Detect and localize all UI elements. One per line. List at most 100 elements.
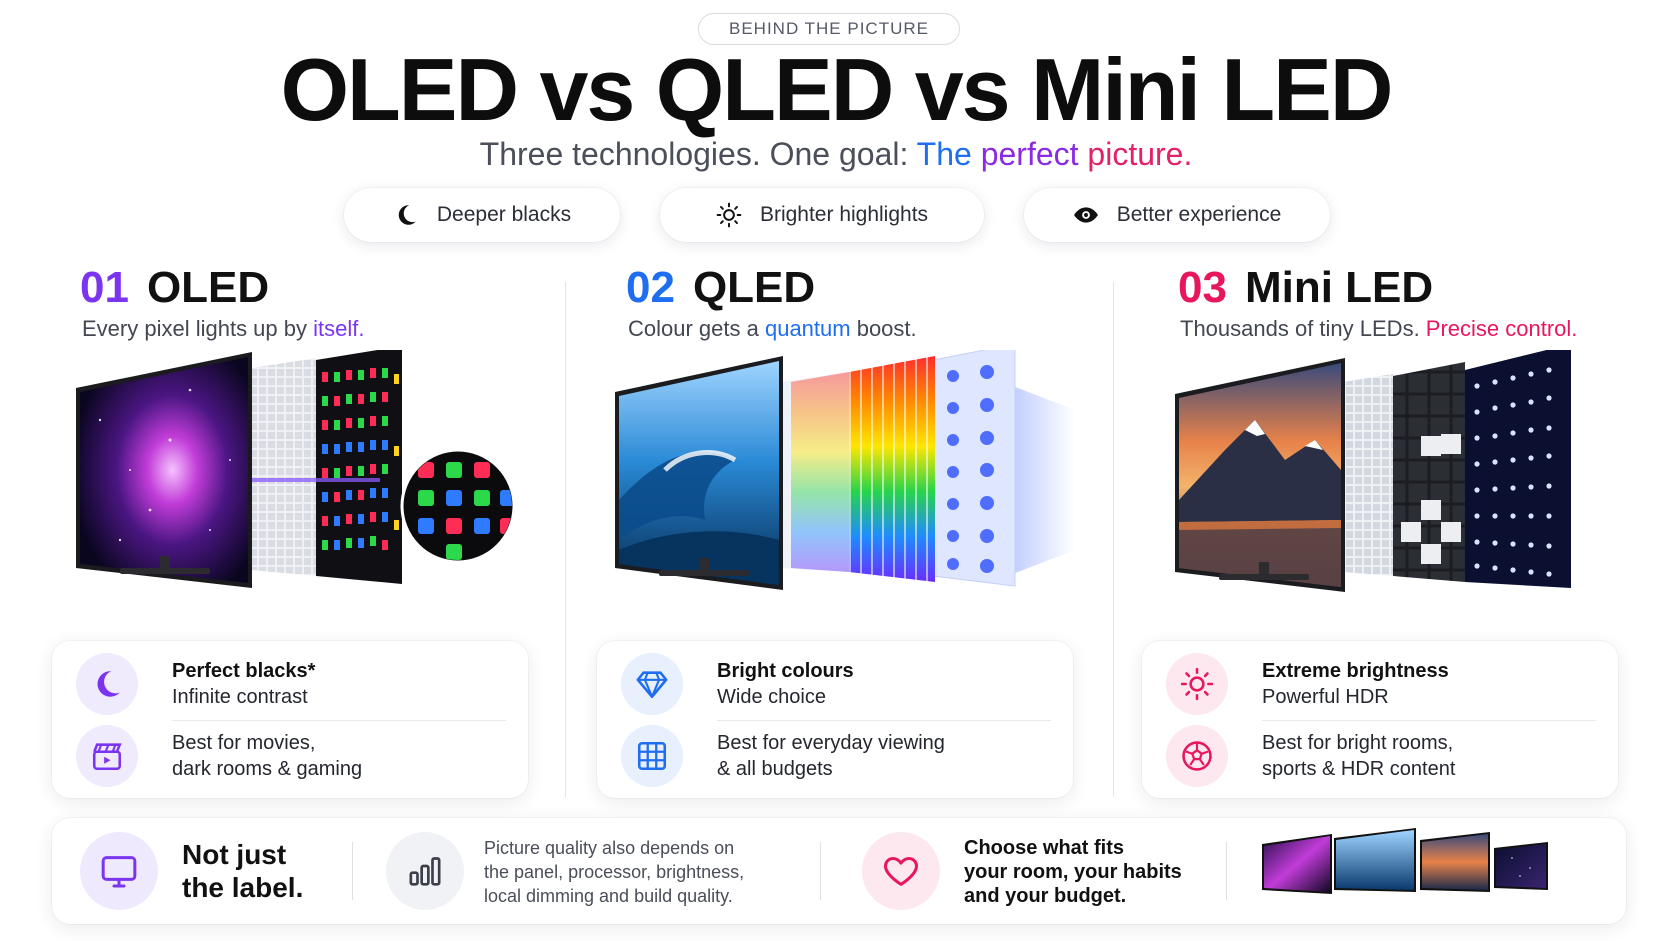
page-title: OLED vs QLED vs Mini LED xyxy=(280,40,1394,139)
footer-bar: Not just the label. Picture quality also… xyxy=(52,818,1626,924)
clapperboard-icon xyxy=(92,743,122,771)
diamond-icon xyxy=(636,671,668,699)
moon-icon xyxy=(97,671,120,697)
column-divider xyxy=(565,282,566,797)
moon-icon xyxy=(398,205,416,225)
footer-label-line1: Not just xyxy=(182,839,287,870)
miniled-tagline-lead: Thousands of tiny LEDs. xyxy=(1180,316,1426,341)
qled-tagline-tail: boost. xyxy=(850,316,917,341)
miniled-feature-card: Extreme brightness Powerful HDR Best for… xyxy=(1142,641,1618,798)
qled-tagline-accent: quantum xyxy=(764,316,851,341)
footer-separator xyxy=(352,842,353,900)
oled-heading: 01 OLED xyxy=(80,262,269,314)
miniled-football-badge xyxy=(1166,725,1228,787)
footer-tv-miniled xyxy=(1422,834,1488,890)
footer-tv-qled xyxy=(1336,830,1414,890)
eyebrow-badge: BEHIND THE PICTURE xyxy=(698,13,960,45)
qled-backlight-leds xyxy=(947,365,994,573)
qled-feature-colours: Bright colours Wide choice xyxy=(621,649,1049,719)
feature-line1: Best for movies, xyxy=(172,732,316,754)
rgb-subpixel-grid xyxy=(322,368,399,550)
footer-choose-line2: your room, your habits xyxy=(964,861,1182,883)
pill-label: Better experience xyxy=(1116,203,1282,226)
pill-deeper-blacks: Deeper blacks xyxy=(344,188,620,242)
footer-tv-lineup xyxy=(1262,828,1548,894)
qled-tagline: Colour gets a quantum boost. xyxy=(628,314,917,344)
miniled-led-layer xyxy=(1465,350,1571,588)
feature-detail: Wide choice xyxy=(717,686,826,708)
subtitle-the: The xyxy=(916,136,981,172)
oled-tagline-lead: Every pixel lights up by xyxy=(82,316,314,341)
qled-grid-badge xyxy=(621,725,683,787)
oled-galaxy-screen xyxy=(80,357,248,583)
oled-clapper-badge xyxy=(76,725,138,787)
oled-number: 01 xyxy=(80,263,129,312)
oled-feature-card: Perfect blacks* Infinite contrast Best f… xyxy=(52,641,528,798)
card-separator xyxy=(1262,720,1596,721)
oled-feature-blacks: Perfect blacks* Infinite contrast xyxy=(76,649,504,719)
oled-moon-badge xyxy=(76,653,138,715)
feature-line2: dark rooms & gaming xyxy=(172,758,363,780)
oled-name: OLED xyxy=(146,263,270,312)
feature-line2: & all budgets xyxy=(717,758,833,780)
miniled-feature-best-for: Best for bright rooms, sports & HDR cont… xyxy=(1166,721,1594,791)
eyebrow-text: BEHIND THE PICTURE xyxy=(729,19,929,38)
feature-bold: Bright colours xyxy=(717,660,854,682)
footer-note-line1: Picture quality also depends on xyxy=(484,838,735,858)
footer-choose-line1: Choose what fits xyxy=(964,837,1125,859)
feature-line1: Best for bright rooms, xyxy=(1262,732,1454,754)
oled-tagline: Every pixel lights up by itself. xyxy=(82,314,364,344)
feature-text: Extreme brightness Powerful HDR xyxy=(1262,658,1449,710)
feature-bold: Perfect blacks* xyxy=(172,660,316,682)
oled-mesh-layer xyxy=(252,358,316,576)
footer-tv-small xyxy=(1496,844,1546,888)
miniled-heading: 03 Mini LED xyxy=(1178,262,1433,314)
bar-chart-icon xyxy=(409,857,441,886)
feature-text: Best for bright rooms, sports & HDR cont… xyxy=(1262,730,1455,782)
qled-tagline-lead: Colour gets a xyxy=(628,316,765,341)
heart-icon xyxy=(884,857,918,886)
footer-heart-badge xyxy=(862,832,940,910)
grid-icon xyxy=(637,741,667,771)
footer-monitor-badge xyxy=(80,832,158,910)
footer-separator xyxy=(1226,842,1227,900)
miniled-mesh-layer xyxy=(1343,374,1393,576)
card-separator xyxy=(717,720,1051,721)
feature-line2: sports & HDR content xyxy=(1262,758,1456,780)
qled-heading: 02 QLED xyxy=(626,262,815,314)
oled-panel-illustration xyxy=(76,350,516,588)
qled-diamond-badge xyxy=(621,653,683,715)
footer-tv-oled xyxy=(1264,836,1330,892)
miniled-sun-badge xyxy=(1166,653,1228,715)
subtitle-lead: Three technologies. One goal: xyxy=(479,136,917,172)
card-separator xyxy=(172,720,506,721)
footer-quality-note: Picture quality also depends on the pane… xyxy=(484,836,814,908)
miniled-name: Mini LED xyxy=(1244,263,1434,312)
footer-label: Not just the label. xyxy=(182,838,342,904)
page-subtitle: Three technologies. One goal: The perfec… xyxy=(0,132,1672,176)
oled-tagline-accent: itself. xyxy=(313,316,365,341)
subtitle-picture: picture. xyxy=(1087,136,1193,172)
qled-number: 02 xyxy=(626,263,675,312)
feature-text: Bright colours Wide choice xyxy=(717,658,854,710)
sun-icon xyxy=(716,202,742,228)
qled-backlight-layer xyxy=(932,350,1016,587)
miniled-feature-brightness: Extreme brightness Powerful HDR xyxy=(1166,649,1594,719)
qled-panel-illustration xyxy=(615,350,1075,590)
qled-quantum-dot-layer xyxy=(849,356,935,582)
qled-feature-card: Bright colours Wide choice Best for ever… xyxy=(597,641,1073,798)
feature-bold: Extreme brightness xyxy=(1262,660,1449,682)
subtitle-perfect: perfect xyxy=(980,136,1088,172)
feature-text: Perfect blacks* Infinite contrast xyxy=(172,658,315,710)
miniled-panel-illustration xyxy=(1175,350,1571,592)
footer-choose-text: Choose what fits your room, your habits … xyxy=(964,836,1224,908)
footer-choose-line3: and your budget. xyxy=(964,885,1127,907)
footer-chart-badge xyxy=(386,832,464,910)
column-divider xyxy=(1113,282,1114,797)
eye-icon xyxy=(1073,207,1098,223)
footer-label-line2: the label. xyxy=(182,872,304,903)
pill-label: Brighter highlights xyxy=(759,203,929,226)
footer-note-line3: local dimming and build quality. xyxy=(484,886,733,906)
miniled-tagline: Thousands of tiny LEDs. Precise control. xyxy=(1180,314,1577,344)
football-icon xyxy=(1182,741,1212,771)
